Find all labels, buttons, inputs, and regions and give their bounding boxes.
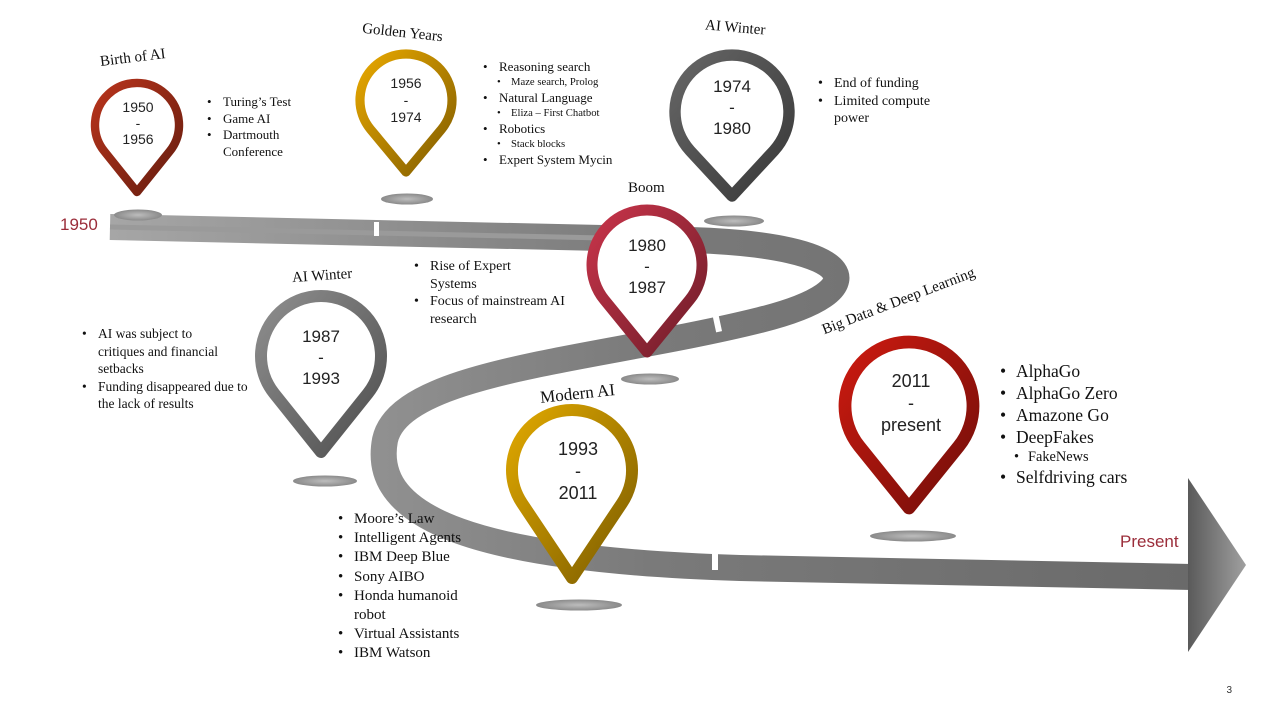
era-years: 1956-1974 xyxy=(390,75,422,125)
bullet-item: Reasoning search xyxy=(481,59,661,75)
bullet-item: Amazone Go xyxy=(998,404,1173,426)
era-bullets: Rise of Expert Systems Focus of mainstre… xyxy=(412,258,587,328)
pin-shadow xyxy=(704,215,764,227)
bullet-item: Turing’s Test xyxy=(205,94,320,111)
road-gap xyxy=(711,311,723,333)
bullet-item: AlphaGo xyxy=(998,360,1173,382)
location-pin-icon xyxy=(838,335,980,515)
page-number: 3 xyxy=(1226,685,1232,696)
pin-shadow xyxy=(293,475,357,487)
timeline-start-label: 1950 xyxy=(60,215,98,234)
era-years: 1993-2011 xyxy=(557,439,599,503)
bullet-item: Funding disappeared due to the lack of r… xyxy=(80,378,248,413)
era-bullets: AI was subject to critiques and financia… xyxy=(80,325,248,413)
bullet-item: Expert System Mycin xyxy=(481,152,661,168)
era-years: 2011- present xyxy=(880,371,942,435)
bullet-item: Dartmouth Conference xyxy=(205,127,320,160)
era-bullets: AlphaGo AlphaGo Zero Amazone Go DeepFake… xyxy=(998,360,1173,488)
bullet-item: Virtual Assistants xyxy=(336,625,501,644)
pin-shadow xyxy=(870,530,956,542)
era-title: Boom xyxy=(628,180,665,196)
road-gap xyxy=(374,222,379,236)
bullet-item: Sony AIBO xyxy=(336,568,501,587)
location-pin-icon xyxy=(506,404,638,584)
era-years: 1974-1980 xyxy=(713,77,751,138)
era-bullets: Turing’s Test Game AI Dartmouth Conferen… xyxy=(205,94,320,160)
pin-shadow xyxy=(114,209,162,221)
bullet-item: Focus of mainstream AI research xyxy=(412,293,587,328)
era-bullets: Reasoning search Maze search, Prolog Nat… xyxy=(481,59,661,168)
era-years: 1950-1956 xyxy=(122,99,154,147)
era-bullets: Moore’s Law Intelligent Agents IBM Deep … xyxy=(336,510,501,664)
location-pin-icon xyxy=(669,49,795,202)
pin-shadow xyxy=(381,193,433,205)
location-pin-icon xyxy=(255,289,387,458)
bullet-item: Stack blocks xyxy=(481,137,661,153)
era-years: 1987-1993 xyxy=(302,327,340,388)
bullet-item: DeepFakes xyxy=(998,426,1173,448)
bullet-item: Moore’s Law xyxy=(336,510,501,529)
bullet-item: Eliza – First Chatbot xyxy=(481,106,661,122)
bullet-item: Limited compute power xyxy=(816,93,966,128)
timeline-end-label: Present xyxy=(1120,532,1179,551)
bullet-item: Robotics xyxy=(481,121,661,137)
bullet-item: FakeNews xyxy=(998,448,1173,466)
bullet-item: Honda humanoid robot xyxy=(336,587,484,625)
arrow-head xyxy=(1188,478,1246,652)
era-years: 1980-1987 xyxy=(628,236,666,297)
era-bullets: End of funding Limited compute power xyxy=(816,75,966,128)
bullet-item: Game AI xyxy=(205,111,320,128)
bullet-item: Natural Language xyxy=(481,90,661,106)
bullet-item: Rise of Expert Systems xyxy=(412,258,540,293)
location-pin-icon xyxy=(90,78,184,197)
bullet-item: Selfdriving cars xyxy=(998,466,1173,488)
bullet-item: IBM Deep Blue xyxy=(336,548,501,567)
bullet-item: Maze search, Prolog xyxy=(481,75,661,91)
bullet-item: IBM Watson xyxy=(336,644,501,663)
bullet-item: AI was subject to critiques and financia… xyxy=(80,325,226,378)
location-pin-icon xyxy=(355,49,457,177)
bullet-item: Intelligent Agents xyxy=(336,529,501,548)
road-gap xyxy=(712,536,718,570)
pin-shadow xyxy=(621,373,679,385)
bullet-item: AlphaGo Zero xyxy=(998,382,1173,404)
pin-shadow xyxy=(536,599,622,611)
bullet-item: End of funding xyxy=(816,75,966,93)
location-pin-icon xyxy=(586,204,708,358)
